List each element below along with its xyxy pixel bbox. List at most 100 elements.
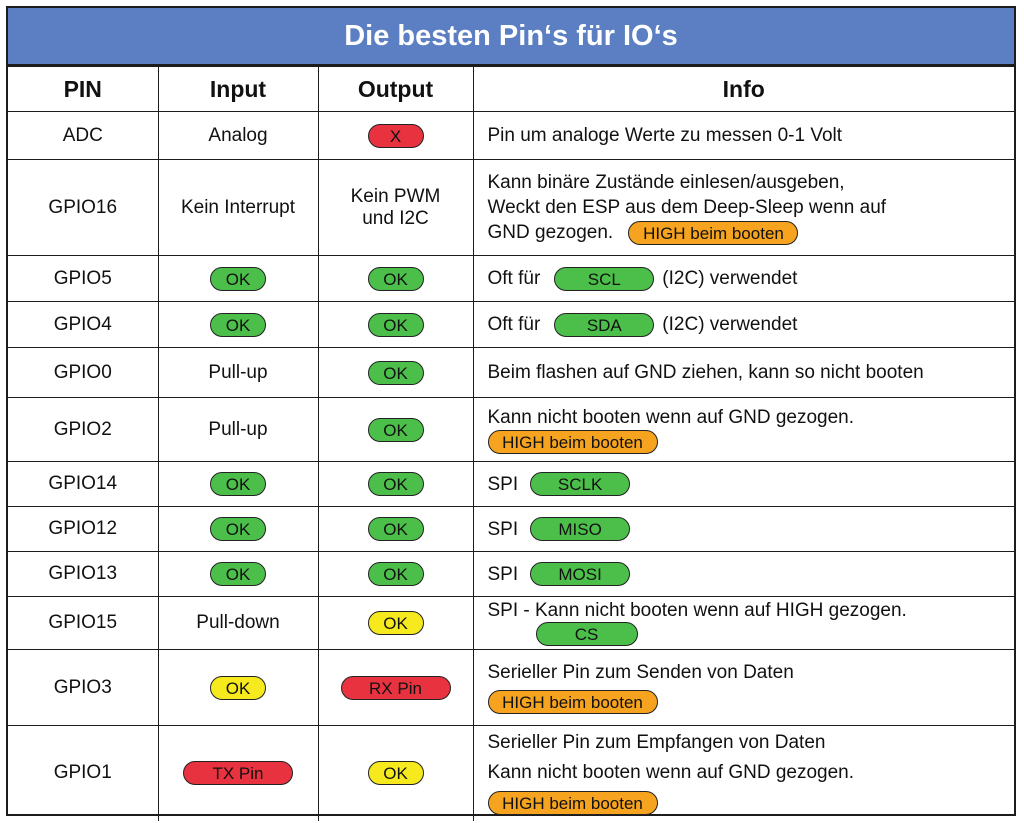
info-cell: SPI SCLK — [472, 461, 1014, 507]
input-cell: Pull-up — [157, 397, 319, 462]
pin-cell: GPIO0 — [8, 347, 159, 398]
output-badge: OK — [367, 472, 424, 496]
input-cell: Pull-down — [157, 596, 319, 650]
input-cell: OK — [157, 506, 319, 552]
table-row: GPIO12 OK OK SPI MISO — [8, 506, 1014, 552]
info-cell: Serieller Pin zum Senden von Daten HIGH … — [472, 649, 1014, 726]
info-text: Oft für — [487, 268, 541, 289]
pin-table-frame: Die besten Pin‘s für IO‘s PIN Input Outp… — [6, 6, 1016, 821]
output-cell: OK — [317, 255, 474, 302]
output-cell: OK — [317, 551, 474, 597]
table-row: GPIO5 OK OK Oft für SCL (I2C) verwendet — [8, 255, 1014, 302]
info-text: (I2C) verwendet — [662, 268, 798, 289]
table-row: GPIO2 Pull-up OK Kann nicht booten wenn … — [8, 397, 1014, 462]
pin-cell: GPIO2 — [8, 397, 159, 462]
input-cell: OK — [157, 301, 319, 348]
input-badge: OK — [210, 562, 266, 586]
page-title: Die besten Pin‘s für IO‘s — [8, 8, 1014, 66]
output-cell: OK — [317, 596, 474, 650]
pin-cell: GPIO12 — [8, 506, 159, 552]
table-row: GPIO16 Kein Interrupt Kein PWM und I2C K… — [8, 159, 1014, 256]
high-boot-badge: HIGH beim booten — [487, 690, 658, 715]
info-cell: Serieller Pin zum Empfangen von Daten Ka… — [472, 725, 1014, 821]
high-boot-badge: HIGH beim booten — [487, 791, 658, 816]
pin-cell: GPIO5 — [8, 255, 159, 302]
pin-cell: ADC — [8, 111, 159, 160]
input-cell: Pull-up — [157, 347, 319, 398]
output-badge: OK — [367, 312, 424, 337]
input-cell: OK — [157, 461, 319, 507]
high-boot-badge: HIGH beim booten — [487, 430, 658, 455]
output-cell: OK — [317, 397, 474, 462]
input-badge: OK — [210, 312, 266, 337]
info-cell: Kann nicht booten wenn auf GND gezogen. … — [472, 397, 1014, 462]
miso-badge: MISO — [530, 517, 631, 542]
output-cell: RX Pin — [317, 649, 474, 726]
output-cell: OK — [317, 347, 474, 398]
table-row: GPIO4 OK OK Oft für SDA (I2C) verwendet — [8, 301, 1014, 348]
input-badge: OK — [210, 472, 266, 496]
output-cell: OK — [317, 725, 474, 821]
info-text: SPI — [487, 563, 519, 585]
info-cell: SPI - Kann nicht booten wenn auf HIGH ge… — [472, 596, 1014, 650]
table-row: ADC Analog X Pin um analoge Werte zu mes… — [8, 111, 1014, 160]
table-row: GPIO1 TX Pin OK Serieller Pin zum Empfan… — [8, 725, 1014, 821]
high-boot-badge: HIGH beim booten — [628, 220, 799, 245]
info-line: Kann nicht booten wenn auf GND gezogen. — [487, 762, 855, 784]
info-text: SPI — [487, 473, 519, 495]
output-badge: OK — [367, 562, 424, 586]
info-line: SPI - Kann nicht booten wenn auf HIGH ge… — [487, 600, 907, 621]
info-cell: Oft für SCL (I2C) verwendet — [472, 255, 1014, 302]
mosi-badge: MOSI — [530, 562, 631, 587]
pin-table: PIN Input Output Info ADC Analog X Pin u… — [8, 66, 1014, 821]
input-badge: OK — [210, 675, 266, 700]
table-row: GPIO3 OK RX Pin Serieller Pin zum Senden… — [8, 649, 1014, 726]
info-text: Oft für — [487, 314, 541, 335]
input-badge: OK — [210, 266, 266, 291]
pin-cell: GPIO16 — [8, 159, 159, 256]
output-badge: OK — [367, 611, 424, 635]
info-line: GND gezogen. — [487, 222, 614, 243]
pin-cell: GPIO1 — [8, 725, 159, 821]
pin-cell: GPIO4 — [8, 301, 159, 348]
pin-cell: GPIO13 — [8, 551, 159, 597]
input-cell: OK — [157, 551, 319, 597]
pin-cell: GPIO3 — [8, 649, 159, 726]
info-cell: Oft für SDA (I2C) verwendet — [472, 301, 1014, 348]
cs-badge: CS — [535, 622, 638, 646]
output-badge: RX Pin — [340, 675, 451, 700]
info-line: Kann binäre Zustände einlesen/ausgeben, — [487, 172, 845, 193]
header-info: Info — [472, 66, 1014, 112]
info-text: SPI — [487, 518, 519, 540]
input-cell: TX Pin — [157, 725, 319, 821]
scl-badge: SCL — [554, 266, 655, 291]
sda-badge: SDA — [554, 312, 655, 337]
info-line: Kann nicht booten wenn auf GND gezogen. — [487, 406, 855, 428]
header-pin: PIN — [8, 66, 159, 112]
info-cell: Beim flashen auf GND ziehen, kann so nic… — [472, 347, 1014, 398]
info-line: Serieller Pin zum Senden von Daten — [487, 661, 794, 683]
output-badge: OK — [367, 761, 424, 786]
output-cell: X — [317, 111, 474, 160]
info-line: Weckt den ESP aus dem Deep-Sleep wenn au… — [487, 197, 887, 218]
table-row: GPIO13 OK OK SPI MOSI — [8, 551, 1014, 597]
pin-cell: GPIO14 — [8, 461, 159, 507]
input-cell: OK — [157, 255, 319, 302]
input-badge: TX Pin — [183, 761, 293, 786]
table-header-row: PIN Input Output Info — [8, 66, 1014, 112]
input-badge: OK — [210, 517, 266, 541]
table-row: GPIO0 Pull-up OK Beim flashen auf GND zi… — [8, 347, 1014, 398]
output-badge: OK — [367, 417, 424, 442]
input-cell: OK — [157, 649, 319, 726]
info-line: Serieller Pin zum Empfangen von Daten — [487, 732, 826, 754]
output-badge: OK — [367, 360, 424, 385]
output-badge: X — [367, 123, 424, 148]
output-cell: OK — [317, 506, 474, 552]
sclk-badge: SCLK — [530, 472, 631, 497]
header-input: Input — [157, 66, 319, 112]
output-cell: OK — [317, 461, 474, 507]
info-cell: Pin um analoge Werte zu messen 0-1 Volt — [472, 111, 1014, 160]
output-cell: Kein PWM und I2C — [317, 159, 474, 256]
table-row: GPIO14 OK OK SPI SCLK — [8, 461, 1014, 507]
output-line: Kein PWM — [350, 185, 441, 207]
